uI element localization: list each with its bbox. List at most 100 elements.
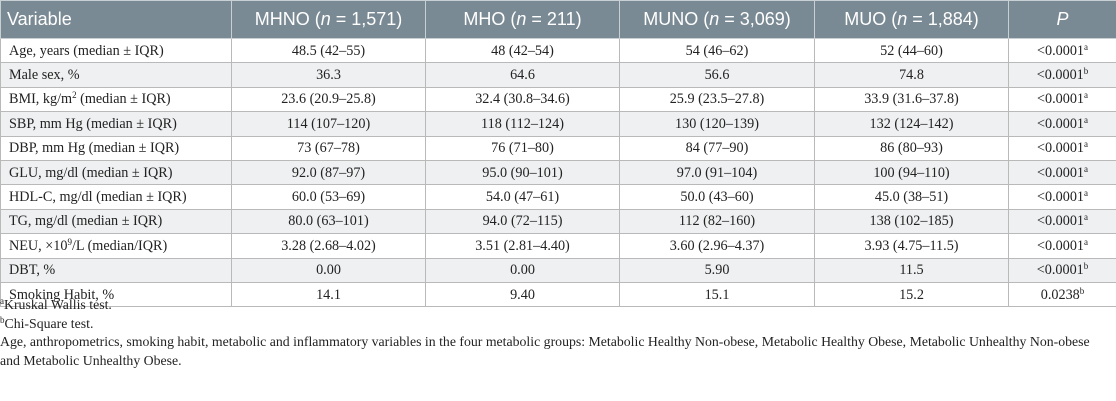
superscript: 9 [67,236,72,247]
value-cell: 15.2 [814,281,1009,308]
footnote-mark: a [0,296,4,306]
value-cell: 0.00 [425,257,620,283]
table-row: BMI, kg/m2 (median ± IQR) 23.6 (20.9–25.… [0,86,1116,113]
footnote-mark: a [1084,163,1089,174]
header-group-muno: MUNO (n = 3,069) [619,0,815,39]
footnote-mark: a [1084,139,1089,150]
value-cell: 132 (124–142) [814,111,1009,137]
header-group-mhno: MHNO (n = 1,571) [231,0,426,39]
group-n: 1,571 [351,9,397,29]
p-value-cell: 0.0238b [1008,281,1116,308]
value-cell: 64.6 [425,62,620,88]
value-cell: 3.28 (2.68–4.02) [231,233,426,259]
group-n: 1,884 [927,9,973,29]
variable-cell: HDL-C, mg/dl (median ± IQR) [0,184,232,210]
p-value: <0.0001 [1036,164,1085,181]
p-value-cell: <0.0001b [1008,257,1116,283]
value-cell: 86 (80–93) [814,135,1009,161]
value-cell: 80.0 (63–101) [231,208,426,235]
footnote-mark: a [1084,212,1089,223]
table-row: Male sex, % 36.3 64.6 56.6 74.8 <0.0001b [0,62,1116,88]
table-row: TG, mg/dl (median ± IQR) 80.0 (63–101) 9… [0,208,1116,235]
header-row: Variable MHNO (n = 1,571) MHO (n = 211) … [0,0,1116,39]
n-symbol: n [516,9,527,29]
value-cell: 3.93 (4.75–11.5) [814,233,1009,259]
group-name: MUNO [643,9,699,29]
superscript: 2 [72,90,77,101]
p-value-cell: <0.0001a [1008,208,1116,235]
p-value: <0.0001 [1036,140,1085,157]
n-symbol: n [897,9,908,29]
p-value: <0.0001 [1036,42,1085,59]
p-value: <0.0001 [1036,66,1084,83]
value-cell: 25.9 (23.5–27.8) [619,86,815,113]
table-caption: Age, anthropometrics, smoking habit, met… [0,334,1090,368]
value-cell: 15.1 [619,281,815,308]
footnote-text: Kruskal Wallis test. [4,297,112,312]
p-value: <0.0001 [1036,115,1085,132]
value-cell: 84 (77–90) [619,135,815,161]
table-row: SBP, mm Hg (median ± IQR) 114 (107–120) … [0,111,1116,137]
group-name: MHO [463,9,506,29]
value-cell: 3.60 (2.96–4.37) [619,233,815,259]
p-value-cell: <0.0001a [1008,184,1116,210]
variable-cell: Smoking Habit, % [0,281,232,308]
variable-text: (median ± IQR) [76,91,171,108]
value-cell: 54.0 (47–61) [425,184,620,210]
value-cell: 130 (120–139) [619,111,815,137]
variable-cell: DBP, mm Hg (median ± IQR) [0,135,232,161]
table-row: Smoking Habit, % 14.1 9.40 15.1 15.2 0.0… [0,281,1116,308]
header-group-mho: MHO (n = 211) [425,0,620,39]
p-value: 0.0238 [1040,286,1080,303]
results-table: Variable MHNO (n = 1,571) MHO (n = 211) … [0,0,1116,308]
variable-cell: DBT, % [0,257,232,283]
p-value: <0.0001 [1036,91,1085,108]
value-cell: 5.90 [619,257,815,283]
value-cell: 0.00 [231,257,426,283]
n-symbol: n [320,9,331,29]
value-cell: 114 (107–120) [231,111,426,137]
table-row: DBP, mm Hg (median ± IQR) 73 (67–78) 76 … [0,135,1116,161]
value-cell: 73 (67–78) [231,135,426,161]
footnote-text: Chi-Square test. [4,315,94,331]
footnote-mark: a [1084,236,1089,247]
value-cell: 94.0 (72–115) [425,208,620,235]
table-row: DBT, % 0.00 0.00 5.90 11.5 <0.0001b [0,257,1116,283]
value-cell: 138 (102–185) [814,208,1009,235]
value-cell: 48 (42–54) [425,37,620,64]
table-row: Age, years (median ± IQR) 48.5 (42–55) 4… [0,37,1116,64]
value-cell: 54 (46–62) [619,37,815,64]
value-cell: 60.0 (53–69) [231,184,426,210]
footnote-mark: a [1084,90,1089,101]
header-p-value: P [1008,0,1116,39]
value-cell: 48.5 (42–55) [231,37,426,64]
table-row: NEU, ×109/L (median/IQR) 3.28 (2.68–4.02… [0,233,1116,259]
value-cell: 45.0 (38–51) [814,184,1009,210]
p-value-cell: <0.0001a [1008,233,1116,259]
value-cell: 52 (44–60) [814,37,1009,64]
value-cell: 118 (112–124) [425,111,620,137]
p-value: <0.0001 [1036,262,1084,279]
footnote-b: bChi-Square test. [0,315,1112,334]
p-value-cell: <0.0001a [1008,37,1116,64]
p-value-cell: <0.0001b [1008,62,1116,88]
table-footnotes: aKruskal Wallis test. bChi-Square test. … [0,296,1112,370]
variable-cell: SBP, mm Hg (median ± IQR) [0,111,232,137]
p-value-cell: <0.0001a [1008,159,1116,186]
value-cell: 97.0 (91–104) [619,159,815,186]
value-cell: 56.6 [619,62,815,88]
footnote-mark: a [1084,114,1089,125]
footnote-mark: a [1084,187,1089,198]
value-cell: 76 (71–80) [425,135,620,161]
p-value: <0.0001 [1036,237,1085,254]
group-name: MUO [844,9,887,29]
variable-text: NEU, ×10 [9,237,68,254]
footnote-a: aKruskal Wallis test. [0,296,1112,315]
footnote-mark: b [1083,261,1089,272]
footnote-mark: a [1084,41,1089,52]
variable-cell: TG, mg/dl (median ± IQR) [0,208,232,235]
value-cell: 92.0 (87–97) [231,159,426,186]
group-name: MHNO [254,9,310,29]
value-cell: 36.3 [231,62,426,88]
p-label: P [1056,9,1069,29]
